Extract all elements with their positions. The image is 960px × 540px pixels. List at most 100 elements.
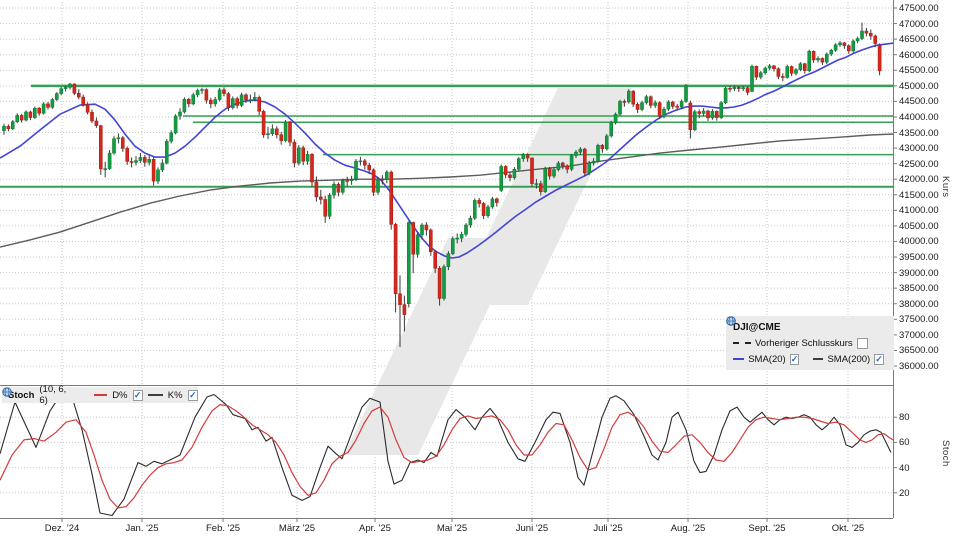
- candle-body: [33, 107, 37, 118]
- price-tick-label: 44000.00: [899, 111, 939, 123]
- candle-body: [596, 145, 600, 162]
- candle-body: [319, 196, 323, 200]
- globe-icon[interactable]: [726, 316, 795, 332]
- candle-body: [415, 234, 420, 255]
- d-label: D%: [112, 389, 128, 401]
- stoch-tick-label: 80: [899, 412, 910, 424]
- globe-icon[interactable]: [726, 316, 894, 364]
- candle-body: [873, 35, 878, 44]
- candle-body: [719, 102, 724, 118]
- price-tick-label: 40500.00: [899, 220, 939, 232]
- candle-body: [534, 183, 539, 185]
- candle-body: [323, 199, 327, 217]
- candle-body: [371, 169, 376, 193]
- candle-body: [789, 66, 794, 74]
- stoch-tick-label: 40: [899, 462, 910, 474]
- candle-body: [732, 87, 737, 89]
- candle-body: [19, 115, 24, 121]
- month-label: März '25: [278, 523, 316, 534]
- candle-body: [182, 98, 187, 113]
- candle-body: [547, 168, 552, 177]
- month-label: Feb. '25: [205, 523, 241, 534]
- candle-body: [728, 88, 732, 90]
- candle-body: [292, 141, 297, 164]
- candle-body: [693, 111, 697, 130]
- sma20-line: [0, 42, 894, 259]
- candle-body: [288, 121, 292, 143]
- price-tick-label: 45000.00: [899, 80, 939, 92]
- price-tick-label: 40000.00: [899, 236, 939, 248]
- candle-body: [451, 238, 455, 254]
- candle-body: [411, 222, 415, 255]
- candle-body: [459, 234, 464, 239]
- candle-body: [442, 266, 446, 299]
- candle-body: [129, 161, 134, 163]
- stoch-tick-label: 60: [899, 437, 910, 449]
- prev-close-checkbox[interactable]: [856, 337, 868, 349]
- sma20-label: SMA(20): [748, 353, 786, 365]
- candle-body: [877, 44, 882, 72]
- candle-body: [829, 50, 834, 55]
- candle-body: [231, 98, 235, 108]
- candle-body: [855, 38, 860, 42]
- candle-body: [635, 103, 640, 110]
- candle-body: [156, 169, 160, 182]
- d-checkbox[interactable]: ✓: [132, 389, 143, 401]
- month-label: Mai '25: [436, 523, 468, 534]
- candle-body: [833, 44, 838, 51]
- price-tick-label: 41500.00: [899, 189, 939, 201]
- candle-body: [710, 111, 715, 119]
- month-label: Juni '25: [515, 523, 549, 534]
- candle-body: [134, 160, 138, 163]
- candle-body: [310, 154, 314, 183]
- price-tick-label: 45500.00: [899, 65, 939, 77]
- sma200-checkbox[interactable]: ✓: [874, 353, 884, 365]
- candle-body: [204, 89, 209, 101]
- candle-body: [270, 128, 275, 135]
- candle-body: [239, 94, 244, 106]
- candle-body: [349, 179, 354, 182]
- candle-body: [605, 135, 609, 149]
- candle-body: [578, 148, 583, 153]
- candle-body: [332, 183, 336, 196]
- stoch-title: Stoch: [8, 389, 35, 401]
- globe-icon[interactable]: [726, 316, 809, 364]
- candle-body: [609, 122, 614, 137]
- price-tick-label: 38000.00: [899, 298, 939, 310]
- candle-body: [37, 107, 42, 114]
- candle-body: [200, 89, 204, 91]
- candle-body: [864, 30, 869, 34]
- k-checkbox[interactable]: ✓: [187, 389, 198, 401]
- candle-body: [41, 103, 46, 114]
- candle-body: [627, 90, 631, 103]
- candle-body: [763, 67, 768, 74]
- globe-icon[interactable]: [2, 387, 89, 400]
- candle-body: [433, 251, 437, 269]
- candle-body: [402, 304, 407, 315]
- candle-body: [213, 99, 217, 105]
- candle-body: [160, 162, 165, 171]
- candle-body: [688, 102, 693, 130]
- price-tick-label: 42000.00: [899, 174, 939, 186]
- sma20-checkbox[interactable]: ✓: [789, 353, 800, 365]
- candle-body: [46, 103, 50, 108]
- candle-body: [820, 58, 825, 63]
- price-tick-label: 46000.00: [899, 49, 939, 61]
- candle-body: [11, 121, 15, 130]
- candle-body: [107, 152, 112, 169]
- candle-body: [556, 162, 561, 170]
- candle-body: [147, 159, 151, 163]
- candle-body: [209, 99, 213, 105]
- candle-body: [525, 154, 530, 159]
- candle-body: [112, 138, 116, 154]
- month-label: Aug. '25: [670, 523, 706, 534]
- candle-body: [151, 159, 156, 182]
- month-label: Okt. '25: [831, 523, 865, 534]
- candle-body: [587, 162, 592, 174]
- candle-body: [116, 137, 121, 140]
- candle-body: [187, 98, 191, 105]
- price-tick-label: 37000.00: [899, 329, 939, 341]
- candle-body: [314, 181, 319, 198]
- candle-body: [543, 168, 548, 192]
